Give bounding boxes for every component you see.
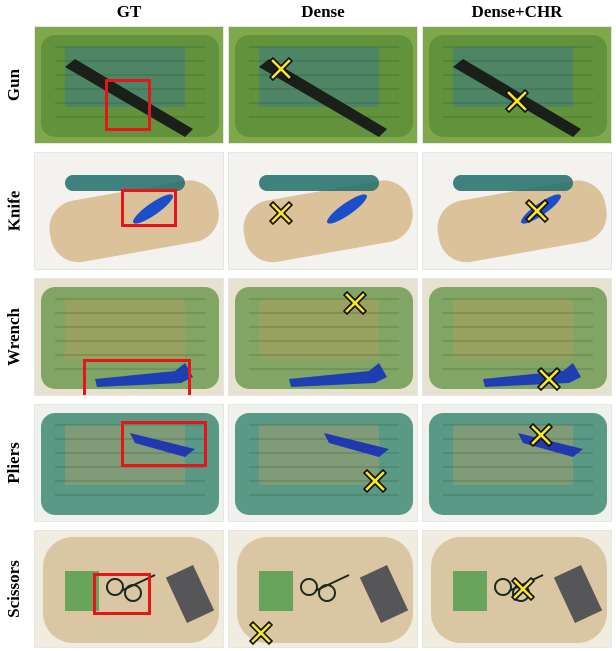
xray-panel-knife-gt [34,152,224,270]
xray-panel-knife-dense [228,152,418,270]
xray-panel-scissors-dense [228,530,418,648]
prediction-marker-icon [249,621,273,645]
xray-panel-wrench-dense [228,278,418,396]
prediction-marker-icon [269,57,293,81]
xray-panel-pliers-dense-chr [422,404,612,522]
row-label-knife: Knife [4,190,24,232]
ground-truth-box [83,359,191,395]
xray-panel-knife-dense-chr [422,152,612,270]
xray-panel-pliers-dense [228,404,418,522]
ground-truth-box [121,421,207,467]
column-header-dense: Dense [301,2,345,21]
xray-panel-pliers-gt [34,404,224,522]
xray-panel-scissors-dense-chr [422,530,612,648]
row-label-wrench: Wrench [4,308,23,366]
xray-panel-scissors-gt [34,530,224,648]
prediction-marker-icon [537,367,561,391]
prediction-marker-icon [363,469,387,493]
prediction-marker-icon [343,291,367,315]
ground-truth-box [93,573,151,615]
prediction-marker-icon [511,577,535,601]
column-header-gt: GT [116,2,142,21]
xray-panel-gun-dense [228,26,418,144]
row-label-pliers: Pliers [4,442,24,484]
column-header-dense-chr: Dense+CHR [471,2,563,21]
prediction-marker-icon [525,199,549,223]
ground-truth-box [121,189,177,227]
prediction-marker-icon [505,89,529,113]
ground-truth-box [105,79,151,131]
prediction-marker-icon [269,201,293,225]
xray-panel-wrench-gt [34,278,224,396]
prediction-marker-icon [529,423,553,447]
xray-panel-wrench-dense-chr [422,278,612,396]
xray-panel-gun-dense-chr [422,26,612,144]
xray-panel-gun-gt [34,26,224,144]
row-label-gun: Gun [4,68,24,102]
row-label-scissors: Scissors [4,560,23,618]
